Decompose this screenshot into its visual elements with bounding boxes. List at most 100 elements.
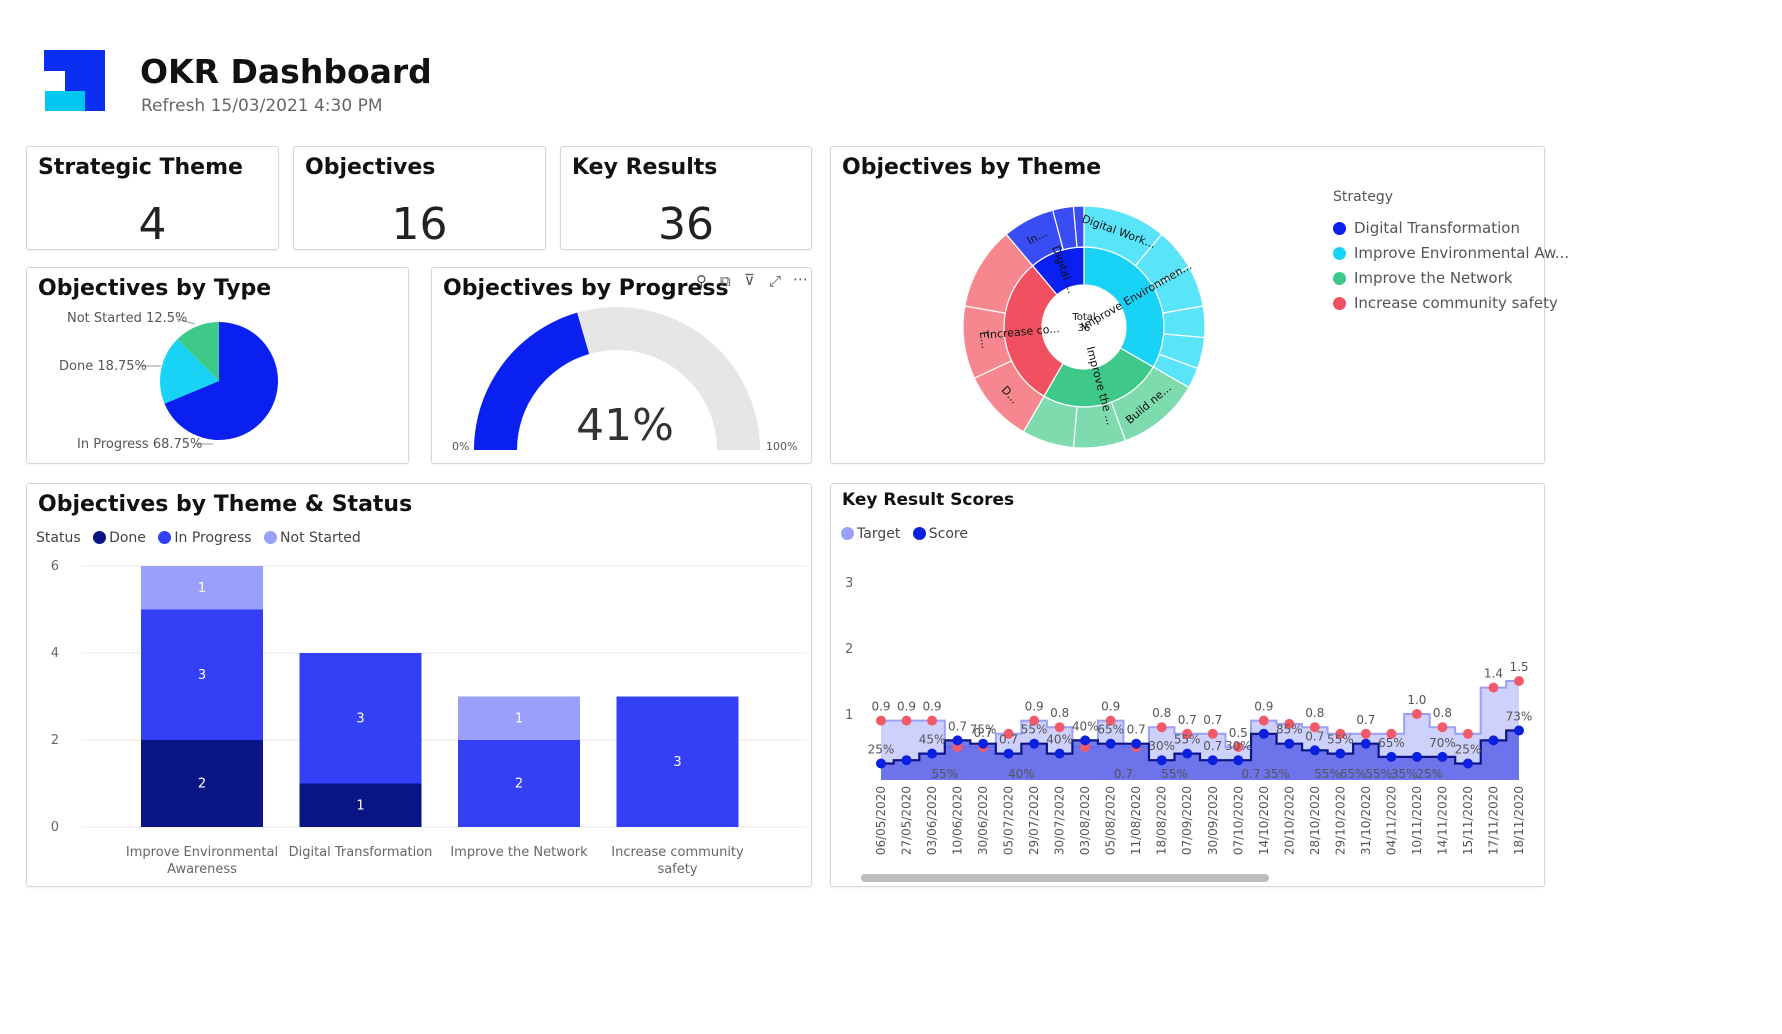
page-title: OKR Dashboard [140,52,432,91]
score-data-label: 0.7 [1203,739,1222,753]
legend-item-done[interactable]: Done [93,530,146,546]
app-logo [44,50,106,112]
x-tick-label: 07/09/2020 [1180,786,1194,855]
card-title: Objectives by Progress [443,276,729,301]
legend-item-target[interactable]: Target [841,526,900,542]
legend-item-not-started[interactable]: Not Started [264,530,361,546]
more-options-icon[interactable]: ⋯ [793,270,808,288]
target-point [1411,709,1422,719]
card-title: Key Result Scores [842,490,1015,510]
theme-sunburst-chart[interactable]: Total 36 In... Digital Work...Build ne...… [831,147,1391,465]
x-tick-label: 30/06/2020 [976,786,990,855]
target-point [1156,722,1167,733]
score-point [1335,748,1346,759]
x-tick-label: 17/11/2020 [1486,786,1500,855]
score-point [1182,748,1193,759]
target-point [1437,722,1448,733]
score-point [1437,751,1448,762]
bar-segment-in-progress [616,696,739,827]
score-extra-label: 25% [1416,767,1443,781]
score-point [1207,755,1218,766]
target-point [1258,715,1269,726]
focus-mode-icon[interactable]: ⤢ [769,272,782,290]
x-tick-label: 30/09/2020 [1206,786,1220,855]
score-point [952,735,963,746]
bar-segment-in-progress [141,609,263,740]
y-tick-label: 1 [845,708,853,723]
gauge-value: 41% [576,400,674,451]
score-point [1054,748,1065,759]
target-point [1360,728,1371,739]
objectives-by-theme-card[interactable]: Objectives by Theme Total 36 In... Digita… [830,146,1569,465]
legend-swatch [1333,297,1346,310]
key-result-scores-card[interactable]: Key Result Scores Target Score 1 2 3 0.9 0.9… [830,483,1545,887]
objectives-by-type-card[interactable]: Objectives by Type Not Started 12.5% Don… [26,267,409,464]
objectives-by-progress-card[interactable]: Objectives by Progress ⚲ ⧉ ⊽ ⤢ ⋯ 41% 0% … [431,267,812,464]
type-pie-chart[interactable]: Not Started 12.5% Done 18.75% In Progres… [27,268,410,465]
copy-icon[interactable]: ⧉ [720,272,731,290]
gauge-min-label: 0% [452,440,469,453]
kpi-label: Key Results [572,155,718,180]
sunburst-center-value: 36 [1078,323,1091,334]
target-data-label: 0.7 [1203,713,1222,727]
score-extra-label: 35% [1391,767,1418,781]
score-point [1284,738,1295,749]
legend-title: Status [36,530,81,546]
x-tick-label: 15/11/2020 [1461,786,1475,855]
score-point [1488,735,1499,746]
horizontal-scrollbar[interactable] [861,874,1269,882]
target-point [1233,742,1244,752]
target-point [1207,728,1218,739]
x-tick-label: 14/11/2020 [1435,786,1449,855]
score-point [1309,745,1320,756]
theme-status-bar-chart[interactable]: 0 2 4 6 2 3 1 Improve Environmental Awareness 1 3 D… [27,484,813,888]
sunburst-outer-label: E... [977,331,992,350]
legend-item-in-progress[interactable]: In Progress [158,530,252,546]
x-tick-label: 11/08/2020 [1129,786,1143,855]
bar-segment-not-started [141,566,263,610]
score-data-label: 73% [1506,710,1533,724]
score-point [1462,758,1473,769]
target-point [1309,722,1320,733]
score-data-label: 0.7 [1127,723,1146,737]
filter-icon[interactable]: ⊽ [744,271,755,289]
target-data-label: 0.8 [1305,706,1324,720]
target-data-label: 0.5 [1229,726,1248,740]
legend-item-score[interactable]: Score [912,526,968,542]
target-data-label: 1.5 [1509,660,1528,674]
score-point [1233,755,1244,766]
pin-icon[interactable]: ⚲ [696,272,707,290]
score-point [1514,725,1524,736]
legend-item-digital-transformation[interactable]: Digital Transformation [1333,219,1520,237]
kpi-card-strategic-theme[interactable]: Strategic Theme 4 [26,146,279,250]
kpi-card-objectives[interactable]: Objectives 16 [293,146,546,250]
bar-data-label: 1 [515,711,523,726]
legend-item-improve-network[interactable]: Improve the Network [1333,269,1512,287]
x-tick-label: 18/08/2020 [1155,786,1169,855]
score-data-label: 40% [1046,733,1073,747]
key-result-scores-chart[interactable]: 1 2 3 0.9 0.9 0.9 0.7 0.9 0.8 0.9 0.8 0.7 0.7 0.5 0.9 0… [831,484,1546,888]
x-tick-label: 29/07/2020 [1027,786,1041,855]
y-tick-label: 6 [51,559,59,574]
target-data-label: 0.9 [922,700,941,714]
target-point [1488,682,1499,693]
legend-item-community-safety[interactable]: Increase community safety [1333,294,1558,312]
score-point [1131,738,1142,749]
theme-status-card[interactable]: Objectives by Theme & Status Status Done… [26,483,812,887]
legend-item-improve-environmental[interactable]: Improve Environmental Aw... [1333,244,1569,262]
target-data-label: 0.8 [1050,706,1069,720]
x-tick-label: 30/07/2020 [1053,786,1067,855]
target-point [927,715,938,726]
sunburst-inner-label: Increase co... [986,322,1060,341]
kpi-card-key-results[interactable]: Key Results 36 [560,146,812,250]
score-extra-label: 0.7 [1114,767,1133,781]
target-data-label: 1.4 [1484,667,1503,681]
score-point [1360,738,1371,749]
score-point [1411,751,1422,762]
gauge-max-label: 100% [766,440,797,453]
x-tick-label: Awareness [167,862,237,877]
score-point [876,758,886,769]
pie-label-done: Done 18.75% [59,359,147,374]
score-data-label: 0.7 [999,733,1018,747]
pie-slice-in-progress [164,322,278,440]
